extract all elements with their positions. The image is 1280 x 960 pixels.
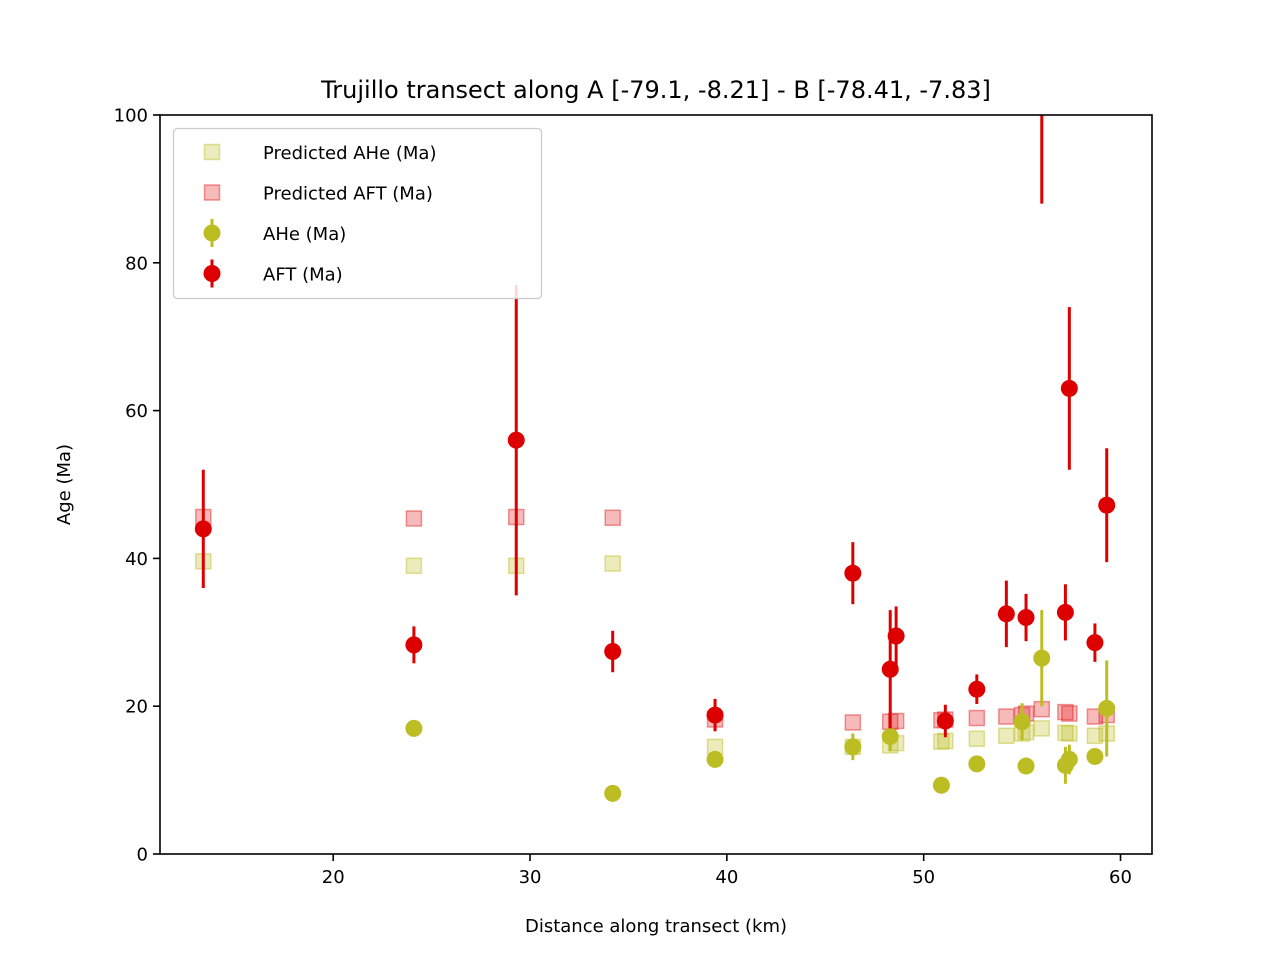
data-point	[844, 564, 862, 582]
data-point	[1056, 603, 1074, 621]
data-point	[968, 680, 986, 698]
legend: Predicted AHe (Ma) Predicted AFT (Ma) AHe …	[172, 127, 543, 300]
data-point	[405, 510, 423, 527]
chart-title: Trujillo transect along A [-79.1, -8.21]…	[320, 76, 991, 104]
legend-marker	[203, 143, 221, 161]
x-axis: 20 30 40 50 60	[322, 854, 1132, 888]
x-tick-label: 30	[519, 867, 542, 888]
x-tick-label: 50	[912, 867, 935, 888]
series-2	[405, 610, 1116, 802]
legend-label: Predicted AFT (Ma)	[263, 184, 433, 205]
data-point	[1086, 708, 1104, 725]
data-point	[1060, 750, 1078, 768]
legend-frame	[172, 127, 543, 300]
data-point	[1033, 649, 1051, 667]
legend-label: AHe (Ma)	[263, 224, 346, 245]
data-point	[706, 706, 724, 724]
x-tick-label: 60	[1109, 867, 1132, 888]
data-point	[887, 627, 905, 645]
data-point	[844, 714, 862, 731]
y-tick-label: 40	[125, 549, 148, 570]
data-point	[1086, 634, 1104, 652]
y-tick-label: 0	[137, 845, 148, 866]
series-3	[194, 115, 1116, 738]
data-point	[706, 750, 724, 768]
data-point	[604, 643, 622, 661]
plot-frame	[159, 114, 1153, 855]
data-point	[194, 520, 212, 538]
y-tick-label: 60	[125, 401, 148, 422]
data-point	[936, 712, 954, 730]
data-point	[968, 709, 986, 727]
data-point	[1061, 725, 1078, 742]
x-tick-label: 40	[715, 867, 738, 888]
data-point	[1017, 757, 1035, 775]
data-point	[881, 727, 899, 745]
y-tick-label: 80	[125, 253, 148, 274]
data-point	[968, 755, 986, 773]
data-point	[1086, 747, 1104, 765]
y-axis-label: Age (Ma)	[54, 444, 75, 525]
data-point	[1033, 720, 1051, 737]
data-point	[998, 708, 1015, 725]
data-point	[997, 605, 1015, 623]
data-point	[881, 660, 899, 678]
legend-marker	[203, 265, 221, 282]
data-point	[932, 776, 950, 794]
data-point	[1060, 379, 1078, 397]
legend-label: Predicted AHe (Ma)	[263, 143, 436, 164]
data-point	[1061, 705, 1078, 722]
data-point	[1013, 713, 1031, 731]
data-layer	[194, 115, 1116, 802]
y-tick-label: 20	[125, 697, 148, 718]
data-point	[1086, 727, 1104, 745]
data-point	[405, 636, 423, 654]
data-point	[507, 431, 525, 449]
x-tick-label: 20	[322, 867, 345, 888]
data-point	[844, 738, 862, 756]
data-point	[604, 784, 622, 802]
data-point	[1017, 609, 1035, 627]
data-point	[604, 555, 621, 572]
x-axis-label: Distance along transect (km)	[525, 916, 787, 937]
data-point	[1057, 703, 1074, 721]
data-point	[1098, 699, 1116, 717]
y-tick-label: 100	[114, 106, 148, 127]
legend-marker	[203, 184, 221, 201]
data-point	[604, 509, 621, 527]
data-point	[887, 712, 905, 730]
data-point	[933, 733, 950, 750]
data-point	[405, 557, 423, 575]
legend-marker	[203, 224, 221, 242]
y-axis: 0 20 40 60 80 100	[114, 106, 160, 866]
data-point	[998, 727, 1015, 745]
data-point	[1057, 724, 1074, 742]
legend-label: AFT (Ma)	[263, 265, 343, 286]
data-point	[1098, 496, 1116, 514]
data-point	[405, 719, 423, 737]
data-point	[968, 730, 986, 747]
